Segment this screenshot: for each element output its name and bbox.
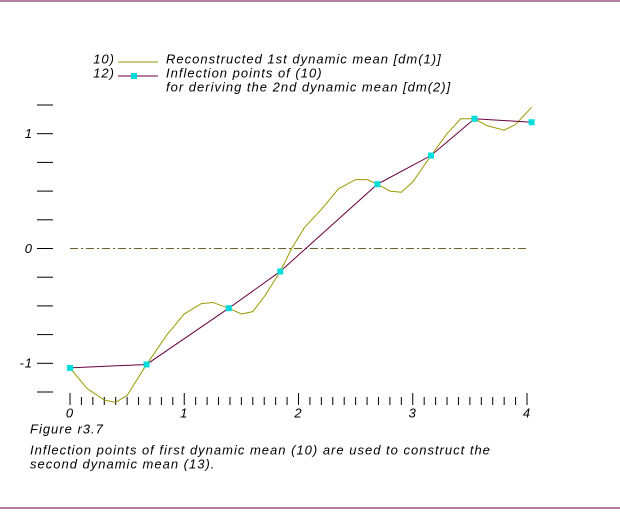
x-tick-label: 1 <box>180 405 188 420</box>
x-tick-label: 0 <box>66 405 74 420</box>
y-tick-label: 0 <box>25 241 33 256</box>
marker <box>528 119 535 126</box>
legend-label: 12) <box>93 65 115 80</box>
x-tick-label: 2 <box>293 405 302 420</box>
legend-text: Reconstructed 1st dynamic mean [dm(1)] <box>166 51 442 66</box>
x-tick-label: 3 <box>409 405 417 420</box>
marker <box>225 305 232 312</box>
x-tick-label: 4 <box>523 405 531 420</box>
marker <box>428 152 435 159</box>
legend-text: Inflection points of (10) <box>166 65 323 80</box>
y-tick-label: 1 <box>25 126 33 141</box>
legend-text: for deriving the 2nd dynamic mean [dm(2)… <box>166 79 451 94</box>
legend-marker <box>131 73 137 79</box>
legend-label: 10) <box>93 51 115 66</box>
marker <box>277 268 284 275</box>
caption-line: Inflection points of first dynamic mean … <box>30 442 491 457</box>
series-line <box>69 118 532 369</box>
marker <box>67 364 73 371</box>
series-line <box>69 106 532 403</box>
marker <box>374 181 381 188</box>
caption-line: second dynamic mean (13). <box>30 456 215 471</box>
figure-label: Figure r3.7 <box>30 421 104 436</box>
marker <box>471 115 478 122</box>
y-tick-label: -1 <box>19 356 33 371</box>
marker <box>143 361 150 368</box>
